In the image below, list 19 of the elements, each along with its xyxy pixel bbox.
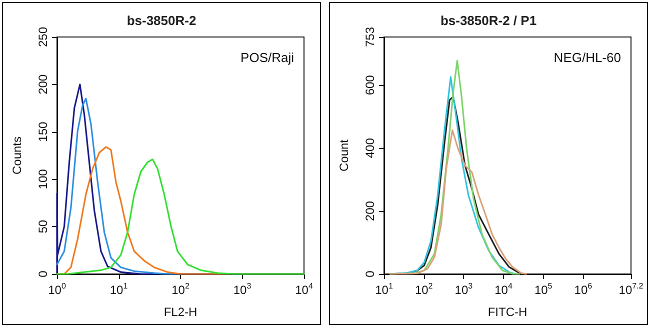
y-tick-label: 100 bbox=[36, 168, 50, 190]
x-axis-title: FITC-H bbox=[488, 305, 528, 319]
y-tick-label: 200 bbox=[363, 200, 377, 222]
y-tick-label: 200 bbox=[36, 74, 50, 94]
y-tick-label: 753 bbox=[363, 26, 377, 48]
chart-title: bs-3850R-2 bbox=[126, 13, 196, 28]
y-tick-label: 600 bbox=[363, 74, 377, 96]
y-tick-label: 0 bbox=[36, 270, 50, 278]
y-axis-title: Counts bbox=[10, 136, 24, 175]
annotation: NEG/HL-60 bbox=[554, 50, 622, 65]
y-tick-label: 250 bbox=[36, 26, 50, 48]
y-axis-title: Count bbox=[337, 138, 351, 172]
y-tick-label: 50 bbox=[36, 220, 50, 234]
chart-title: bs-3850R-2 / P1 bbox=[440, 13, 537, 28]
y-tick-label: 150 bbox=[36, 121, 50, 142]
x-axis-title: FL2-H bbox=[164, 305, 198, 319]
y-tick-label: 400 bbox=[363, 138, 377, 158]
annotation: POS/Raji bbox=[240, 50, 294, 65]
y-tick-label: 0 bbox=[363, 270, 377, 278]
